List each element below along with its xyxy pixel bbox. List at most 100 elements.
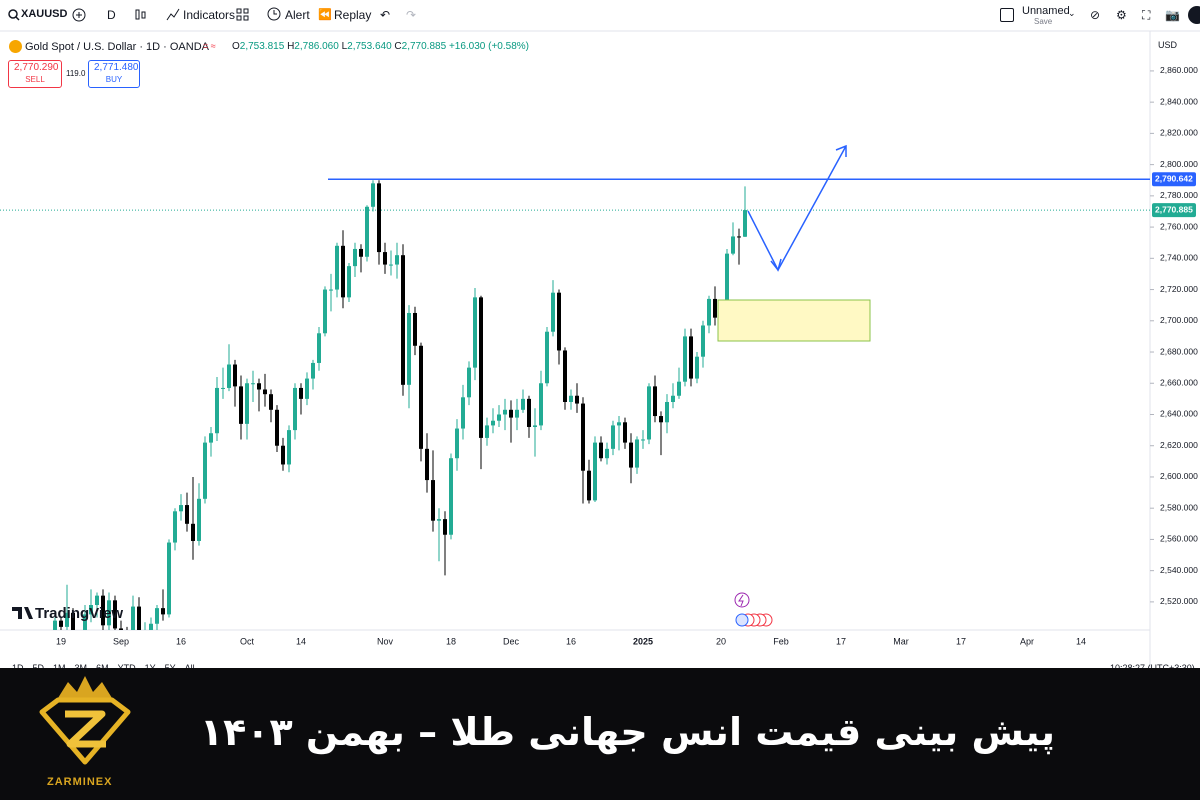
candle-body xyxy=(59,620,63,627)
candle-body xyxy=(527,398,531,427)
y-tick-label: 2,660.000 xyxy=(1160,378,1198,388)
candle-body xyxy=(431,480,435,521)
candle-body xyxy=(287,430,291,465)
candle-body xyxy=(71,612,75,630)
event-icon[interactable] xyxy=(734,592,750,608)
candle-body xyxy=(521,398,525,410)
candle-body xyxy=(209,433,213,443)
candle-body xyxy=(677,381,681,396)
candle-body xyxy=(365,206,369,257)
candle-body xyxy=(101,595,105,626)
buy-label: BUY xyxy=(105,75,123,84)
candle-body xyxy=(305,378,309,399)
candle-body xyxy=(299,387,303,399)
x-tick-label: Nov xyxy=(377,636,394,646)
candle-body xyxy=(233,364,237,387)
symbol[interactable]: XAUUSD xyxy=(21,8,68,20)
candle-body xyxy=(605,448,609,459)
sell-button[interactable]: 2,770.290 SELL xyxy=(8,60,62,88)
demand-zone xyxy=(717,299,871,342)
candle-body xyxy=(269,394,273,410)
x-tick-label: 19 xyxy=(56,636,66,646)
plot-area xyxy=(0,178,1150,630)
candle-body xyxy=(503,409,507,415)
event-icon[interactable] xyxy=(735,613,749,627)
brand-logo xyxy=(39,676,131,765)
candle-body xyxy=(137,606,141,630)
chart: 2,520.000 2,540.000 2,560.000 2,580.000 2,60… xyxy=(0,0,1200,668)
publish-button[interactable] xyxy=(1188,6,1200,24)
candle-body xyxy=(455,428,459,459)
candle-body xyxy=(569,395,573,402)
chart-style[interactable] xyxy=(134,7,148,23)
add-symbol[interactable] xyxy=(72,8,86,22)
candle-body xyxy=(353,248,357,267)
event-icon-bolt xyxy=(738,594,744,607)
candle-body xyxy=(161,608,165,615)
logo-crown xyxy=(58,676,112,698)
layout-menu[interactable]: ⌄ xyxy=(1068,8,1076,18)
y-tick-label: 2,720.000 xyxy=(1160,284,1198,294)
candle-body xyxy=(251,383,255,385)
y-tick-label: 2,680.000 xyxy=(1160,346,1198,356)
candle-body xyxy=(479,297,483,438)
candle-body xyxy=(413,312,417,346)
candle-body xyxy=(563,350,567,402)
save[interactable]: Save xyxy=(1034,17,1053,26)
tv-logo xyxy=(12,607,33,619)
candle-body xyxy=(731,236,735,254)
candle-body xyxy=(659,416,663,423)
candle-body xyxy=(551,292,555,332)
search-icon[interactable] xyxy=(8,9,20,21)
candle-body xyxy=(149,623,153,630)
redo[interactable]: ↷ xyxy=(406,8,417,22)
ohlc-label: H xyxy=(287,41,295,52)
replay[interactable]: Replay xyxy=(334,8,372,22)
candle-body xyxy=(89,605,93,615)
toolbar-icon[interactable]: 📷 xyxy=(1165,8,1180,22)
alert[interactable]: Alert xyxy=(285,8,310,22)
candle-body xyxy=(155,608,159,624)
candle-body xyxy=(641,439,645,441)
indicators[interactable]: Indicators xyxy=(183,8,236,22)
candle-body xyxy=(293,387,297,431)
y-tick-label: 2,760.000 xyxy=(1160,221,1198,231)
candle-body xyxy=(461,397,465,429)
toolbar-icon[interactable]: ⚙ xyxy=(1116,8,1127,22)
layout-name[interactable]: Unnamed xyxy=(1022,5,1070,17)
x-tick-label: 20 xyxy=(716,636,726,646)
layout-icon[interactable] xyxy=(1000,8,1014,22)
x-tick-label: Sep xyxy=(113,636,129,646)
candle-body xyxy=(197,498,201,541)
toolbar-icon[interactable]: ⛶ xyxy=(1142,8,1151,22)
candle-body xyxy=(695,356,699,379)
undo[interactable]: ↶ xyxy=(380,8,391,22)
candle-body xyxy=(329,289,333,291)
candle-body xyxy=(95,595,99,606)
templates[interactable] xyxy=(236,8,249,21)
alert-icon[interactable] xyxy=(267,7,281,21)
y-tick-label: 2,540.000 xyxy=(1160,565,1198,575)
toolbar-icon[interactable]: ⊘ xyxy=(1090,8,1101,22)
price-label: 2,790.642 xyxy=(1155,173,1193,183)
x-tick-label: Feb xyxy=(773,636,789,646)
x-tick-label: Mar xyxy=(893,636,909,646)
currency[interactable]: USD xyxy=(1158,40,1178,50)
y-tick-label: 2,520.000 xyxy=(1160,596,1198,606)
interval[interactable]: D xyxy=(107,8,116,22)
candle-body xyxy=(227,364,231,388)
candle-body xyxy=(65,612,69,627)
brand-name: ZARMINEX xyxy=(47,776,113,788)
y-tick-label: 2,740.000 xyxy=(1160,253,1198,263)
indicators-icon[interactable] xyxy=(166,7,180,21)
ohlc-label: C xyxy=(394,41,402,52)
chart-bg xyxy=(0,0,1200,668)
candle-body xyxy=(587,470,591,501)
candle-body xyxy=(707,298,711,326)
candle-body xyxy=(323,289,327,334)
buy-button[interactable]: 2,771.480 BUY xyxy=(88,60,140,88)
y-tick-label: 2,560.000 xyxy=(1160,534,1198,544)
candle-body xyxy=(335,245,339,290)
buy-price: 2,771.480 xyxy=(94,62,139,73)
